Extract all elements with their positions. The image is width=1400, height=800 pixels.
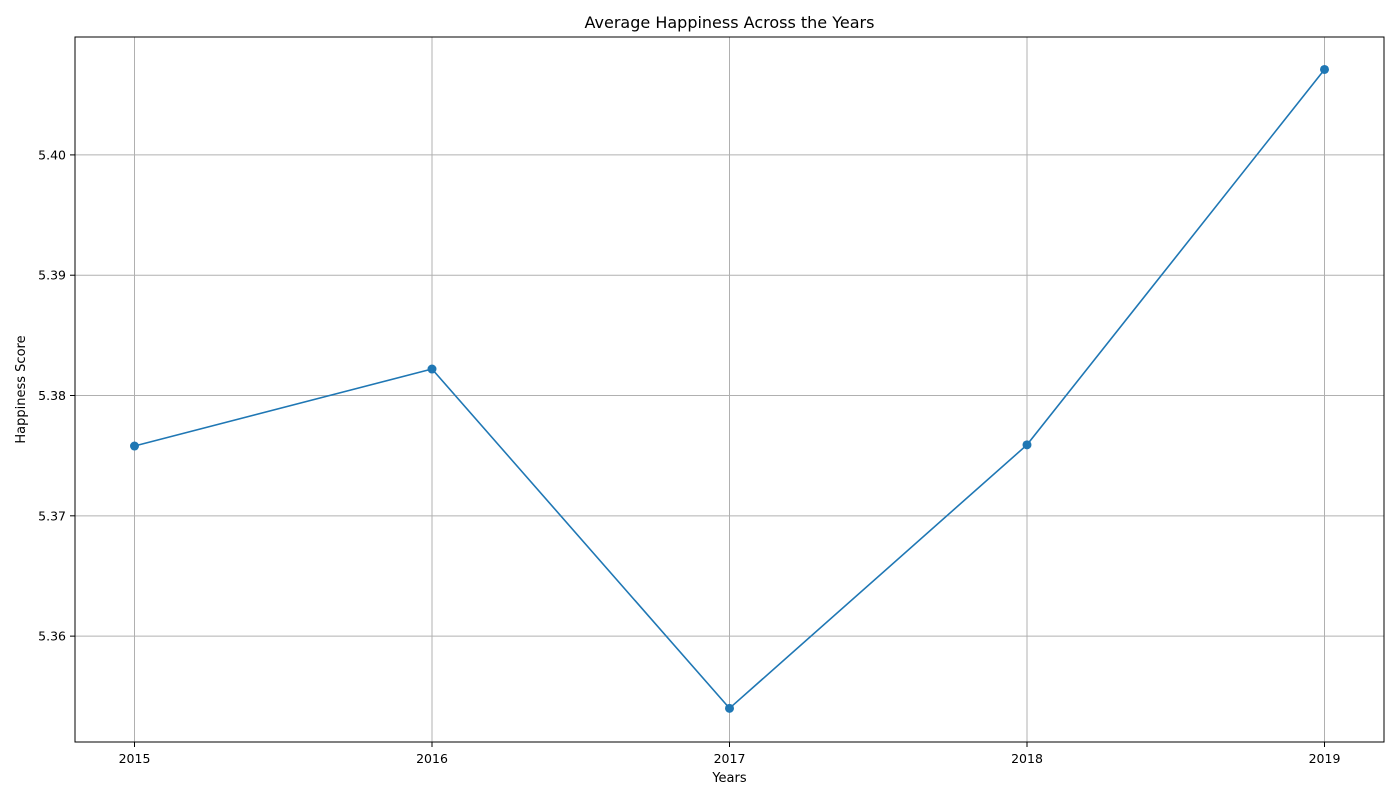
series-layer [130,64,1329,713]
x-tick-label: 2017 [714,751,746,766]
y-tick-label: 5.36 [38,629,66,644]
y-tick-label: 5.37 [38,508,66,523]
data-point [1320,64,1329,74]
y-axis-label: Happiness Score [14,335,29,443]
data-point [130,441,139,451]
data-point [1022,440,1032,450]
x-tick-label: 2016 [416,751,448,766]
x-tick-label: 2015 [119,751,151,766]
chart-title: Average Happiness Across the Years [585,13,875,32]
data-point [725,703,734,713]
x-tick-label: 2018 [1011,751,1043,766]
y-tick-label: 5.38 [38,388,66,403]
grid-layer [75,37,1384,742]
ticks-layer: 2015 2016 2017 2018 2019 5.36 5.37 5.38 5.39 5.40 [38,147,1340,766]
x-tick-label: 2019 [1309,751,1341,766]
x-axis-label: Years [711,771,747,786]
y-tick-label: 5.39 [38,268,66,283]
y-tick-label: 5.40 [38,147,66,162]
data-point [427,364,437,374]
